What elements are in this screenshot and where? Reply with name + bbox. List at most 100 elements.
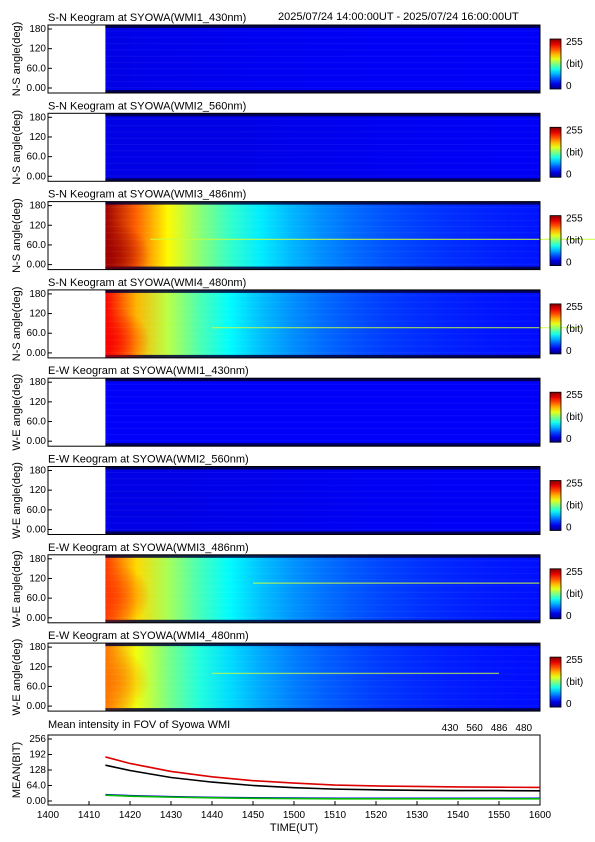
y-tick-label: 180 xyxy=(29,24,46,35)
panel-frame xyxy=(47,24,541,94)
colorbar xyxy=(549,303,562,355)
legend-entry: 560 xyxy=(466,723,483,734)
panel-ylabel: N-S angle(deg) xyxy=(11,287,23,362)
panel-title: S-N Keogram at SYOWA(WMI2_560nm) xyxy=(48,100,246,112)
y-tick-label: 0.00 xyxy=(27,260,47,271)
panel-ylabel: N-S angle(deg) xyxy=(11,198,23,273)
y-tick-label: 60.0 xyxy=(27,681,47,692)
colorbar-unit: (bit) xyxy=(566,501,583,512)
keogram-edge-band xyxy=(105,443,541,447)
series-line-560 xyxy=(105,794,540,800)
colorbar-max: 255 xyxy=(566,302,583,313)
y-tick-label: 60.0 xyxy=(27,417,47,428)
colorbar xyxy=(549,480,562,531)
panel-frame xyxy=(47,112,541,182)
colorbar-unit: (bit) xyxy=(566,677,583,688)
keogram-panel: S-N Keogram at SYOWA(WMI1_430nm)180 120 60… xyxy=(11,12,583,96)
colorbar-max: 255 xyxy=(566,567,583,578)
panel-title: E-W Keogram at SYOWA(WMI2_560nm) xyxy=(48,454,249,466)
chart-xlabel: TIME(UT) xyxy=(270,822,318,834)
colorbar xyxy=(549,656,562,708)
panel-ylabel: W-E angle(deg) xyxy=(11,462,23,539)
y-tick-label: 180 xyxy=(29,642,46,653)
keogram-edge-band xyxy=(105,619,541,623)
y-tick-label: 0.00 xyxy=(27,348,47,359)
keogram-edge-band xyxy=(105,708,541,712)
panel-title: S-N Keogram at SYOWA(WMI3_486nm) xyxy=(48,189,246,201)
keogram-edge-band xyxy=(105,201,541,205)
panel-frame xyxy=(47,289,541,359)
y-tick-label: 0.00 xyxy=(27,613,47,624)
time-range-label: 2025/07/24 14:00:00UT - 2025/07/24 16:00… xyxy=(278,11,519,23)
keogram-hot-region xyxy=(105,201,196,270)
keogram-edge-band xyxy=(105,354,541,358)
colorbar-max: 255 xyxy=(566,390,583,401)
keogram-edge-band xyxy=(105,90,541,93)
panel-frame xyxy=(47,377,541,447)
keogram-edge-band xyxy=(105,466,541,470)
colorbar-min: 0 xyxy=(566,346,572,357)
legend-entry: 480 xyxy=(515,723,532,734)
y-tick-label: 0.00 xyxy=(27,525,47,536)
colorbar xyxy=(549,38,562,90)
y-tick-label: 60.0 xyxy=(27,240,47,251)
colorbar xyxy=(549,568,562,620)
colorbar-max: 255 xyxy=(566,479,583,490)
panel-ylabel: W-E angle(deg) xyxy=(11,374,23,451)
panel-ylabel: W-E angle(deg) xyxy=(11,550,23,627)
keogram-panel: E-W Keogram at SYOWA(WMI3_486nm)180 120 60… xyxy=(11,542,583,627)
panel-title: S-N Keogram at SYOWA(WMI1_430nm) xyxy=(48,12,246,24)
colorbar-unit: (bit) xyxy=(566,236,583,247)
y-tick-label: 192 xyxy=(29,750,46,761)
y-tick-label: 120 xyxy=(29,485,46,496)
y-tick-label: 180 xyxy=(29,377,46,388)
keogram-hot-region xyxy=(105,289,196,358)
y-tick-label: 0.00 xyxy=(27,796,47,807)
colorbar xyxy=(549,126,562,178)
keogram-panel: E-W Keogram at SYOWA(WMI1_430nm)180 120 60… xyxy=(11,365,583,450)
panel-frame xyxy=(47,201,541,271)
x-tick-label: 1400 xyxy=(37,810,60,821)
x-tick-label: 1430 xyxy=(160,810,183,821)
keogram-image xyxy=(105,466,541,535)
panel-title: E-W Keogram at SYOWA(WMI1_430nm) xyxy=(48,365,249,377)
y-tick-label: 120 xyxy=(29,573,46,584)
colorbar-min: 0 xyxy=(566,699,572,710)
colorbar-unit: (bit) xyxy=(566,147,583,158)
x-tick-label: 1530 xyxy=(406,810,429,821)
colorbar-min: 0 xyxy=(566,81,572,92)
x-tick-label: 1540 xyxy=(447,810,470,821)
mean-intensity-plot: Mean intensity in FOV of Syowa WMI 480 486… xyxy=(11,719,552,834)
colorbar xyxy=(549,391,562,443)
panel-frame xyxy=(47,554,541,624)
colorbar-unit: (bit) xyxy=(566,412,583,423)
keogram-edge-band xyxy=(105,25,541,28)
y-tick-label: 120 xyxy=(29,220,46,231)
x-tick-label: 1500 xyxy=(283,810,306,821)
y-tick-label: 0.00 xyxy=(27,436,47,447)
x-tick-label: 1410 xyxy=(78,810,101,821)
colorbar-min: 0 xyxy=(566,434,572,445)
colorbar-min: 0 xyxy=(566,523,572,534)
colorbar-min: 0 xyxy=(566,169,572,180)
keogram-hot-region xyxy=(105,554,196,623)
legend-entry: 486 xyxy=(491,723,508,734)
y-tick-label: 120 xyxy=(29,309,46,320)
keogram-panel: E-W Keogram at SYOWA(WMI2_560nm)180 120 60… xyxy=(11,454,583,539)
legend-entry: 430 xyxy=(442,723,459,734)
series-line-486 xyxy=(105,756,541,789)
series-line-480 xyxy=(105,764,541,792)
y-tick-label: 0.00 xyxy=(27,701,47,712)
colorbar-unit: (bit) xyxy=(566,589,583,600)
panel-ylabel: N-S angle(deg) xyxy=(11,22,23,97)
y-tick-label: 60.0 xyxy=(27,328,47,339)
y-tick-label: 180 xyxy=(29,289,46,300)
keogram-panel: S-N Keogram at SYOWA(WMI2_560nm)180 120 60… xyxy=(11,100,583,184)
keogram-panel: S-N Keogram at SYOWA(WMI3_486nm)180 120 60… xyxy=(11,189,595,273)
y-tick-label: 180 xyxy=(29,554,46,565)
keogram-edge-band xyxy=(105,289,541,293)
keogram-image xyxy=(105,378,541,447)
chart-ylabel: MEAN(BIT) xyxy=(11,742,23,798)
keogram-edge-band xyxy=(105,266,541,270)
